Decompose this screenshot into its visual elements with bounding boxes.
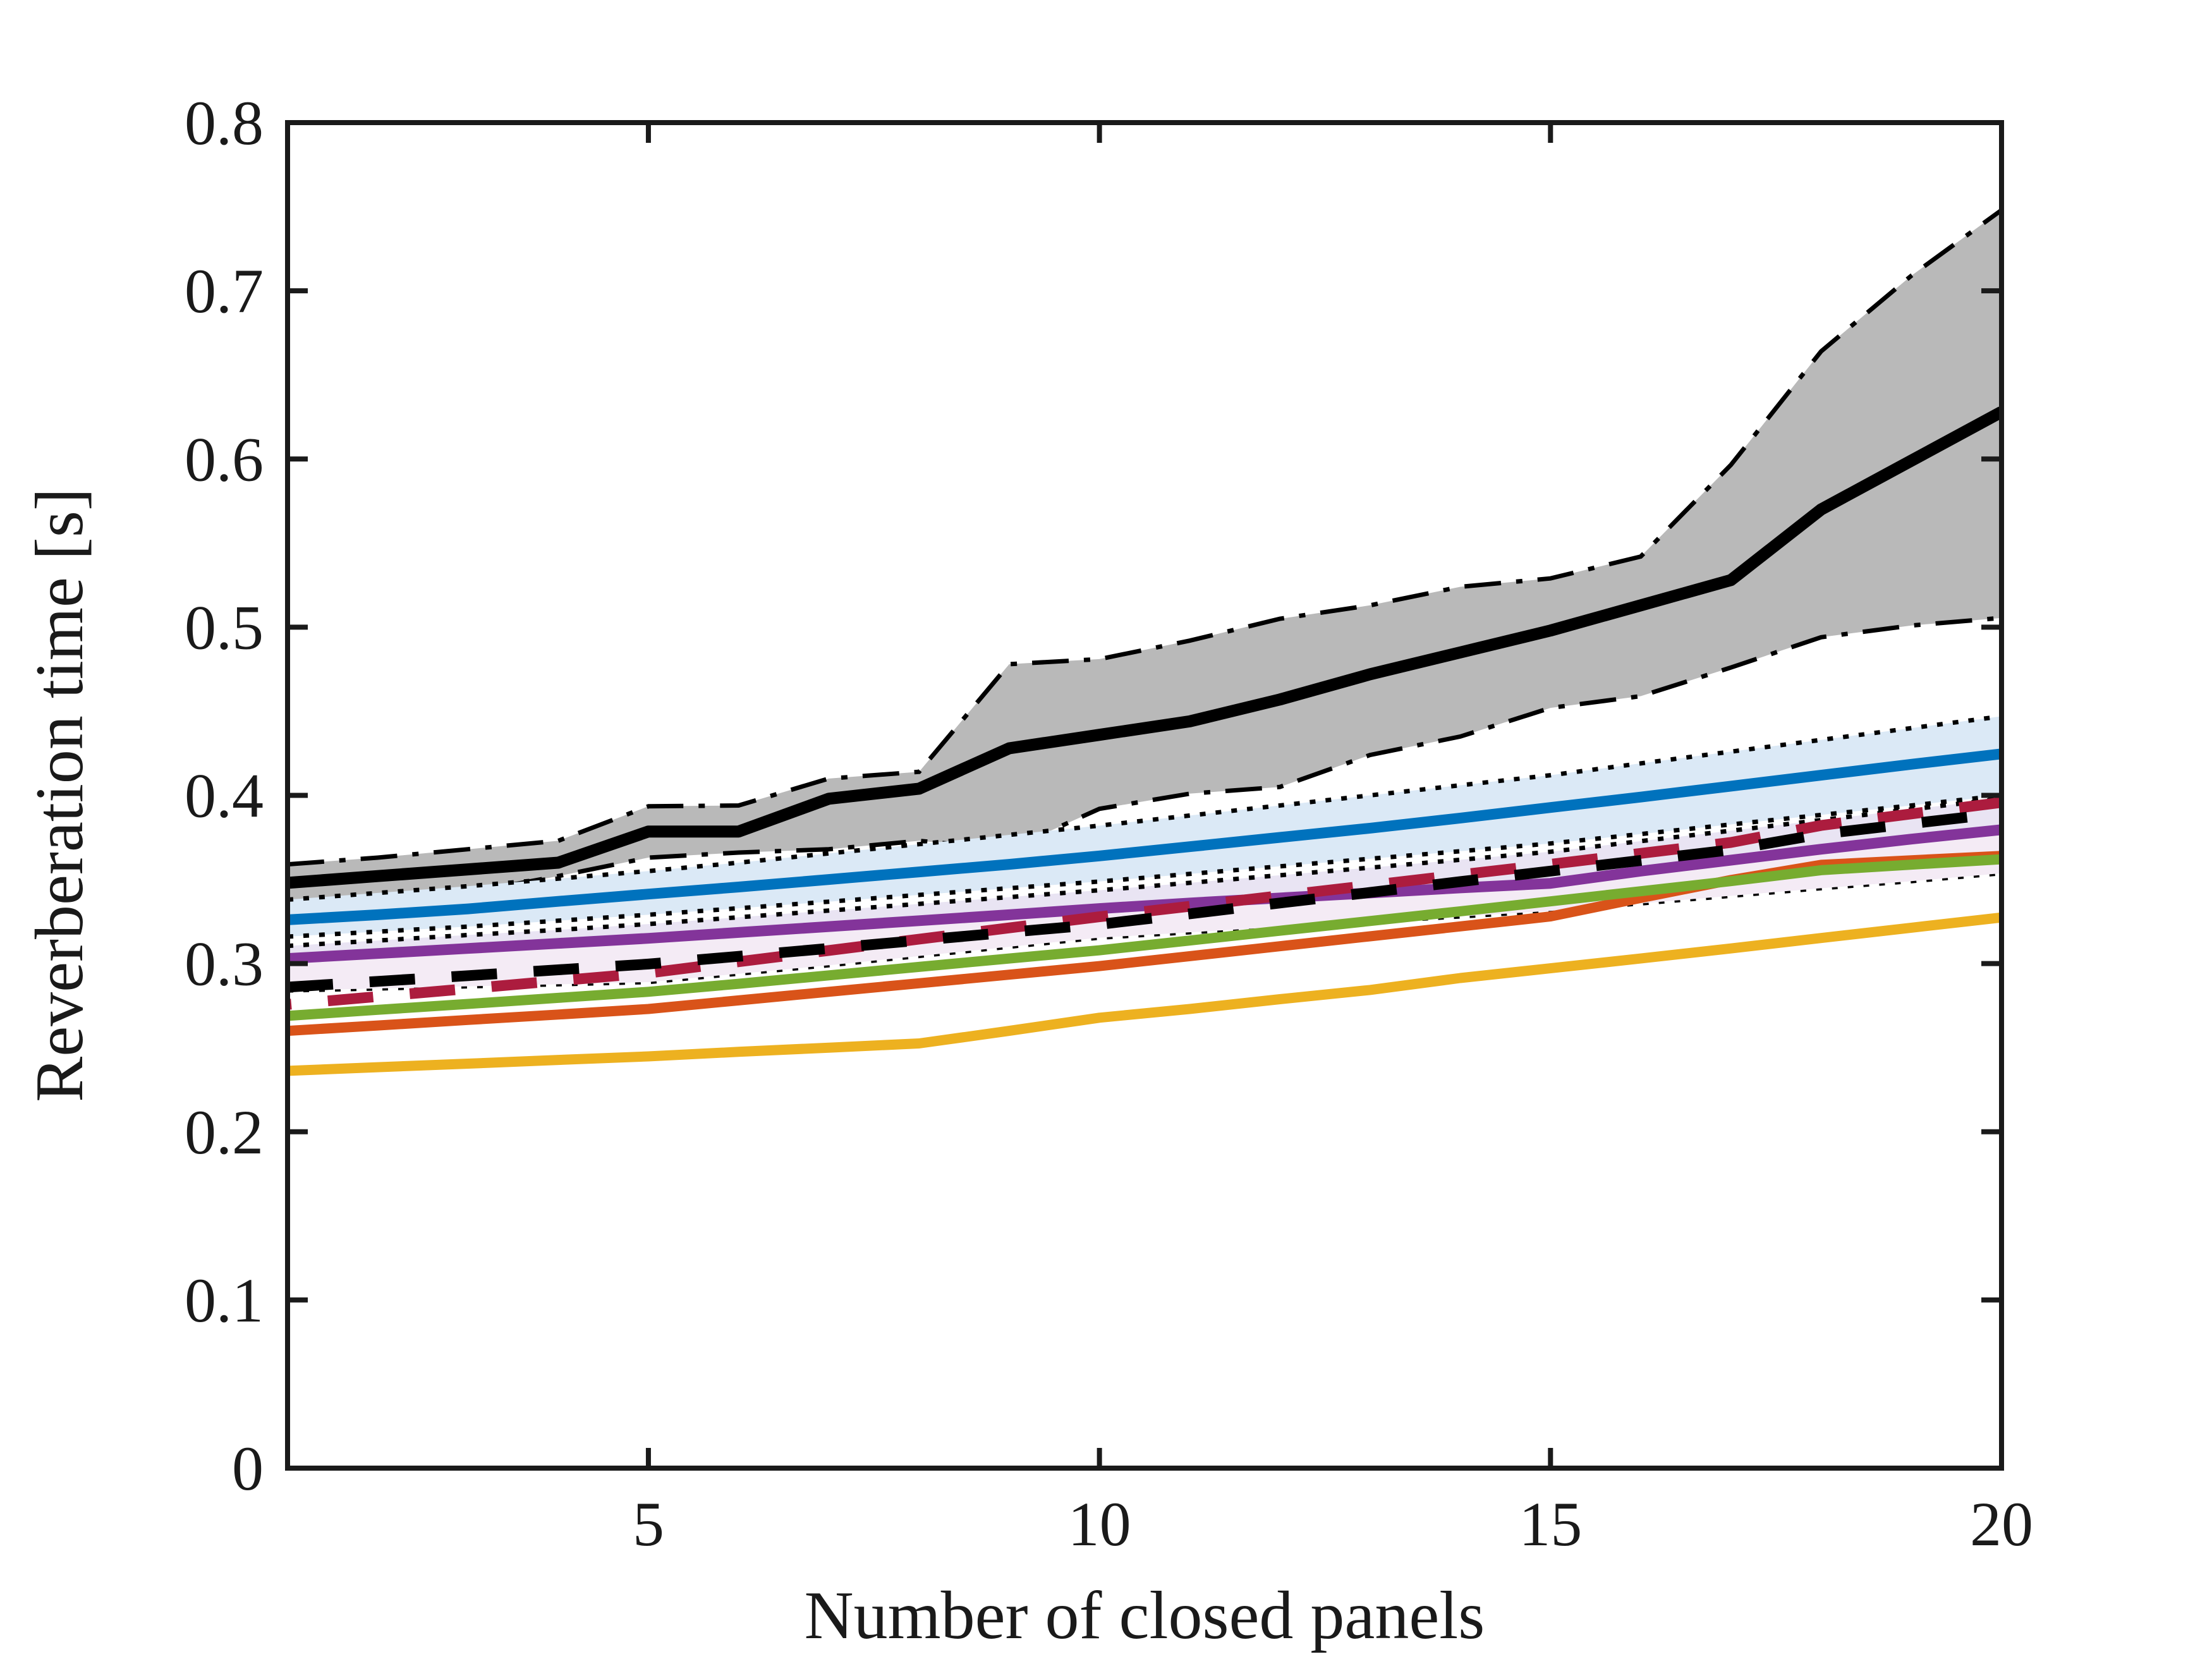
purple-line [288,824,2002,964]
crimson-dashed-line [288,797,2002,1010]
x-tick-label: 10 [1068,1489,1131,1559]
x-axis-label: Number of closed panels [805,1578,1485,1653]
y-axis-label: Reverberation time [s] [22,488,97,1102]
x-tick-label: 15 [1519,1489,1582,1559]
axes-layer [285,120,2004,1471]
gray-uncertainty-band-fill [288,210,2002,910]
black-dashed-line [288,808,2002,993]
y-tick-label: 0.7 [185,256,264,326]
blue-line [288,748,2002,925]
y-tick-label: 0 [232,1433,264,1504]
tick-labels-layer: 5 10 15 20 0 0.1 0.2 0.3 0.4 0.5 0.6 0.7 0.8 [185,88,2033,1559]
y-tick-label: 0.2 [185,1097,264,1167]
y-tick-label: 0.8 [185,88,264,158]
lavender-uncertainty-band-upper-bound [288,796,2002,949]
x-tick-label: 20 [1970,1489,2033,1559]
green-line [288,854,2002,1021]
series-lines-layer [288,406,2002,1076]
lightblue-uncertainty-band-upper-bound [288,714,2002,902]
y-tick-label: 0.4 [185,761,264,831]
y-tick-label: 0.1 [185,1265,264,1335]
x-tick-label: 5 [633,1489,664,1559]
lightblue-uncertainty-band-lower-bound [288,793,2002,939]
lightblue-uncertainty-band-fill [288,716,2002,937]
y-tick-label: 0.5 [185,592,264,662]
y-tick-label: 0.3 [185,929,264,999]
y-tick-label: 0.6 [185,424,264,494]
yellow-line [288,912,2002,1076]
black-mean-line [288,406,2002,889]
